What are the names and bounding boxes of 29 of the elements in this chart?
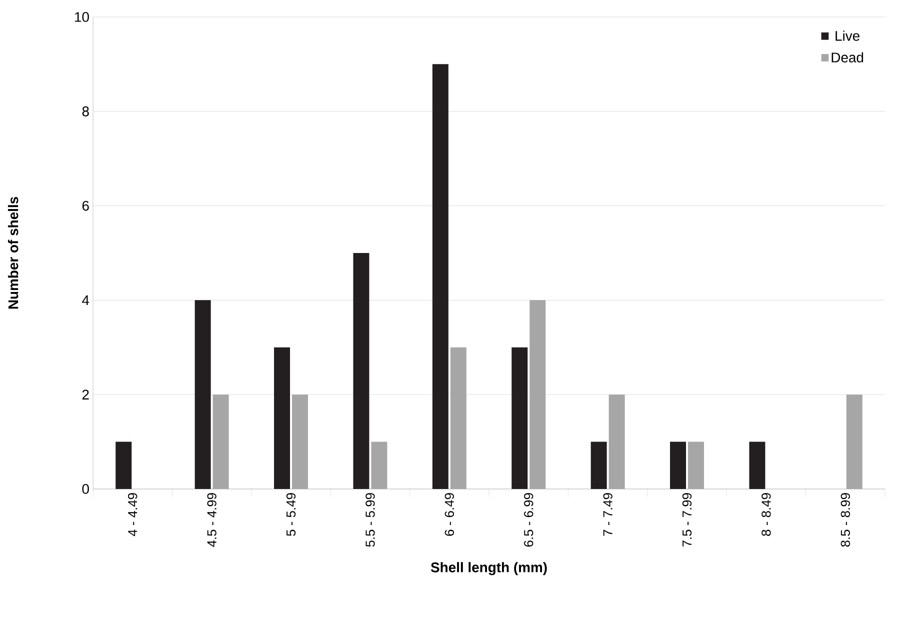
y-tick-label: 2: [82, 390, 89, 400]
x-tick-label: 7.5 - 7.99: [682, 493, 692, 547]
bar: [274, 347, 290, 489]
bar: [590, 442, 607, 489]
x-tick-label: 6 - 6.49: [444, 493, 454, 536]
bar: [194, 300, 211, 489]
bar: [512, 347, 528, 489]
x-axis-title: Shell length (mm): [430, 562, 547, 576]
x-tick-label: 5 - 5.49: [286, 493, 296, 536]
x-tick-label: 5.5 - 5.99: [366, 493, 375, 547]
y-tick-label: 4: [82, 295, 90, 305]
x-tick-label: 7 - 7.49: [603, 493, 612, 536]
y-tick-label: 0: [82, 484, 89, 494]
bar: [353, 252, 370, 489]
x-tick-label: 8.5 - 8.99: [840, 493, 850, 547]
bar: [432, 64, 448, 489]
legend-label: Dead: [832, 52, 864, 62]
y-tick-label: 6: [82, 200, 89, 211]
y-axis-title: Number of shells: [8, 196, 18, 309]
y-tick-label: 8: [82, 106, 89, 116]
bar: [670, 442, 686, 489]
x-tick-label: 8 - 8.49: [762, 493, 771, 536]
bar: [749, 442, 766, 489]
legend-label: Live: [836, 30, 860, 41]
x-tick-label: 6.5 - 6.99: [524, 493, 534, 547]
bar: [116, 442, 132, 489]
x-tick-label: 4 - 4.49: [128, 493, 138, 536]
y-tick-label: 10: [75, 12, 89, 22]
x-tick-label: 4.5 - 4.99: [207, 493, 216, 547]
